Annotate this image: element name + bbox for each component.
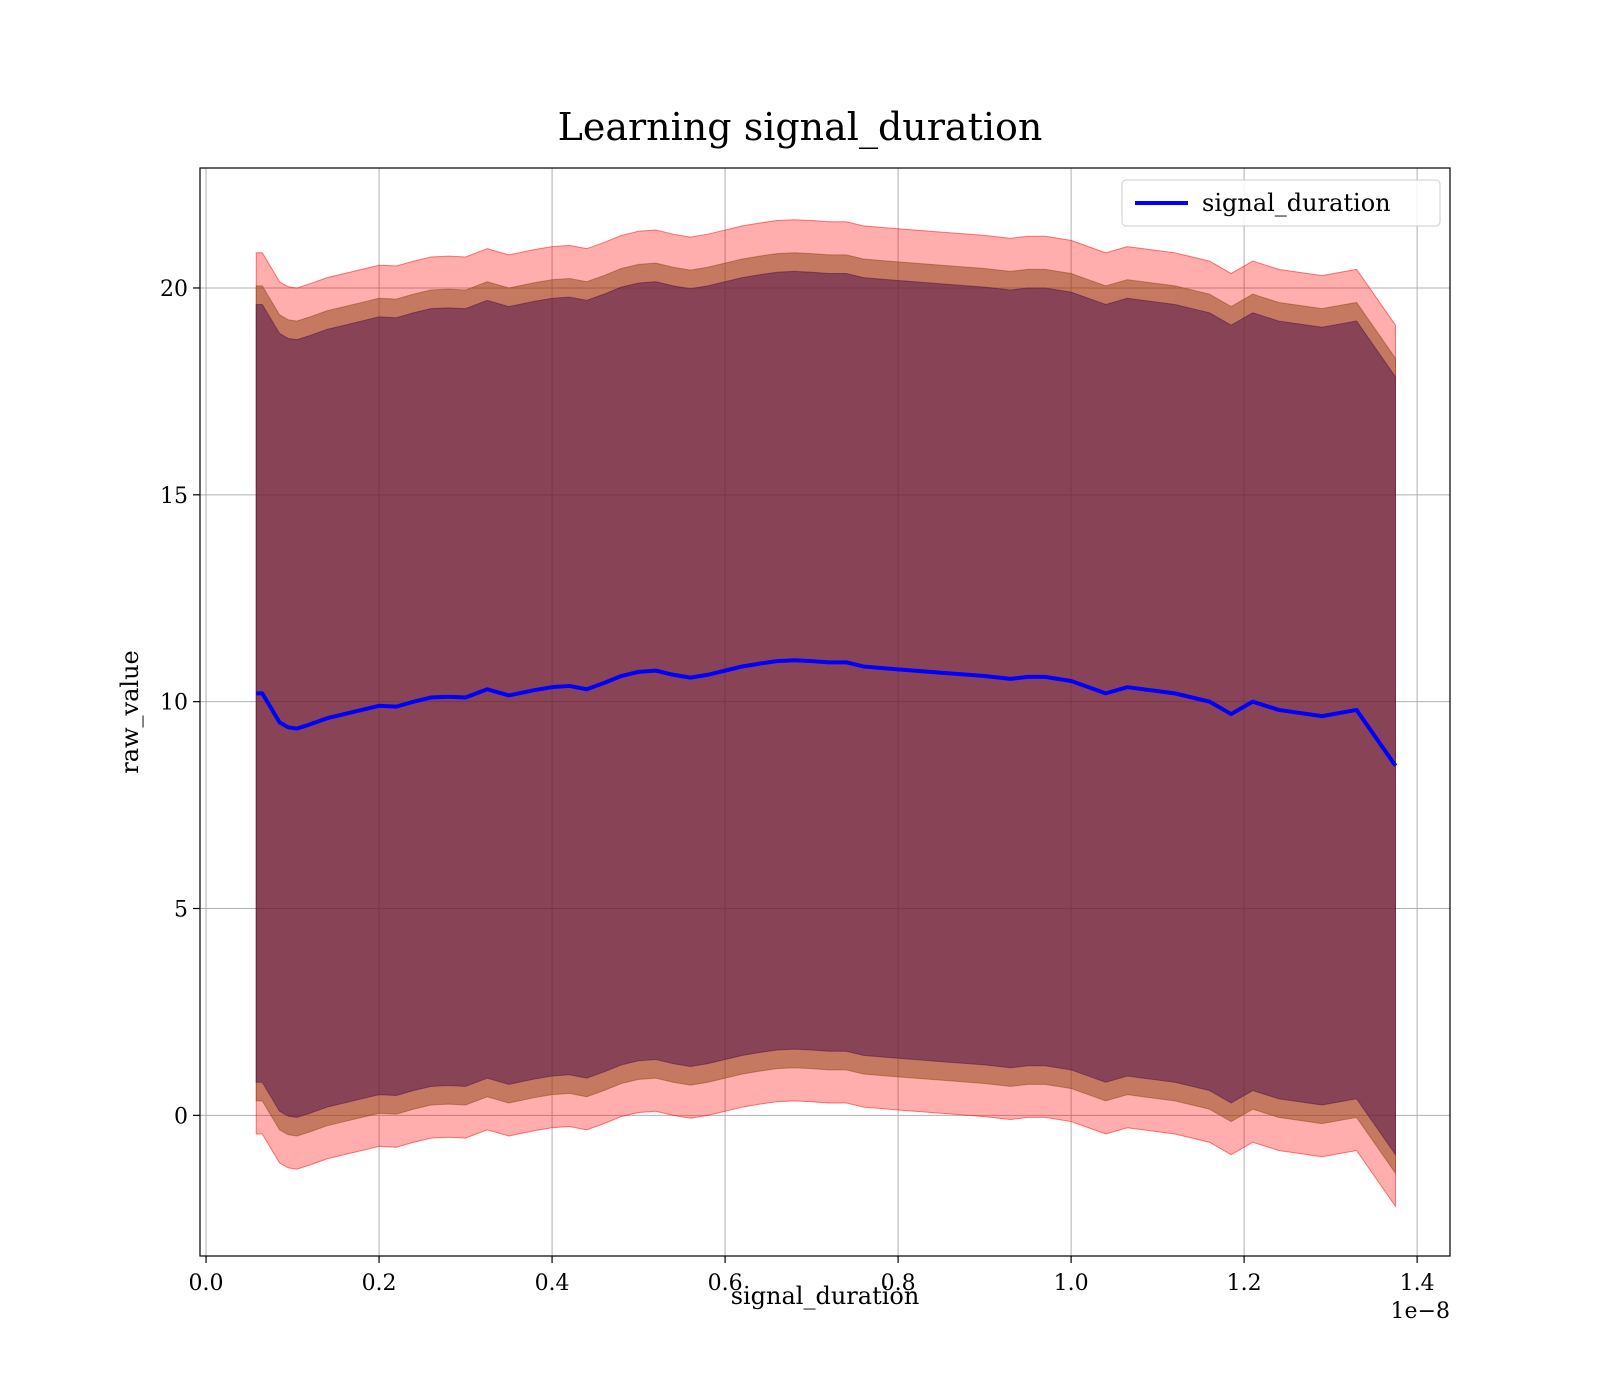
plot-area	[199, 167, 1451, 1257]
x-axis-label: signal_duration	[731, 1282, 920, 1310]
x-axis-offset-text: 1e−8	[1391, 1299, 1450, 1324]
chart-title: Learning signal_duration	[558, 105, 1043, 150]
x-tick-label: 1.0	[1054, 1271, 1089, 1296]
y-tick-label: 0	[174, 1104, 188, 1129]
confidence-bands	[255, 219, 1396, 1208]
x-tick-label: 0.2	[362, 1271, 397, 1296]
legend-box	[1121, 179, 1441, 227]
x-tick-label: 0.0	[189, 1271, 224, 1296]
plot-frame	[199, 167, 1451, 1257]
y-axis-ticks: 0 5 10 15 20	[160, 277, 200, 1129]
y-axis-label: raw_value	[116, 650, 144, 774]
legend-entry-signal-duration: signal_duration	[1202, 189, 1391, 217]
x-tick-label: 0.8	[881, 1271, 916, 1296]
y-tick-label: 10	[160, 691, 188, 716]
x-axis-ticks: 0.0 0.2 0.4 0.6 0.8 1.0 1.2 1.4	[189, 1256, 1435, 1296]
inner-band	[255, 270, 1396, 1157]
series-line-signal-duration	[256, 658, 1398, 767]
y-tick-label: 15	[160, 484, 188, 509]
x-tick-label: 1.4	[1400, 1271, 1435, 1296]
x-tick-label: 0.4	[535, 1271, 570, 1296]
x-tick-label: 1.2	[1227, 1271, 1262, 1296]
x-tick-label: 0.6	[708, 1271, 743, 1296]
y-tick-label: 5	[174, 898, 188, 923]
series-lines	[256, 658, 1398, 767]
legend: signal_duration	[1121, 179, 1441, 227]
y-tick-label: 20	[160, 277, 188, 302]
